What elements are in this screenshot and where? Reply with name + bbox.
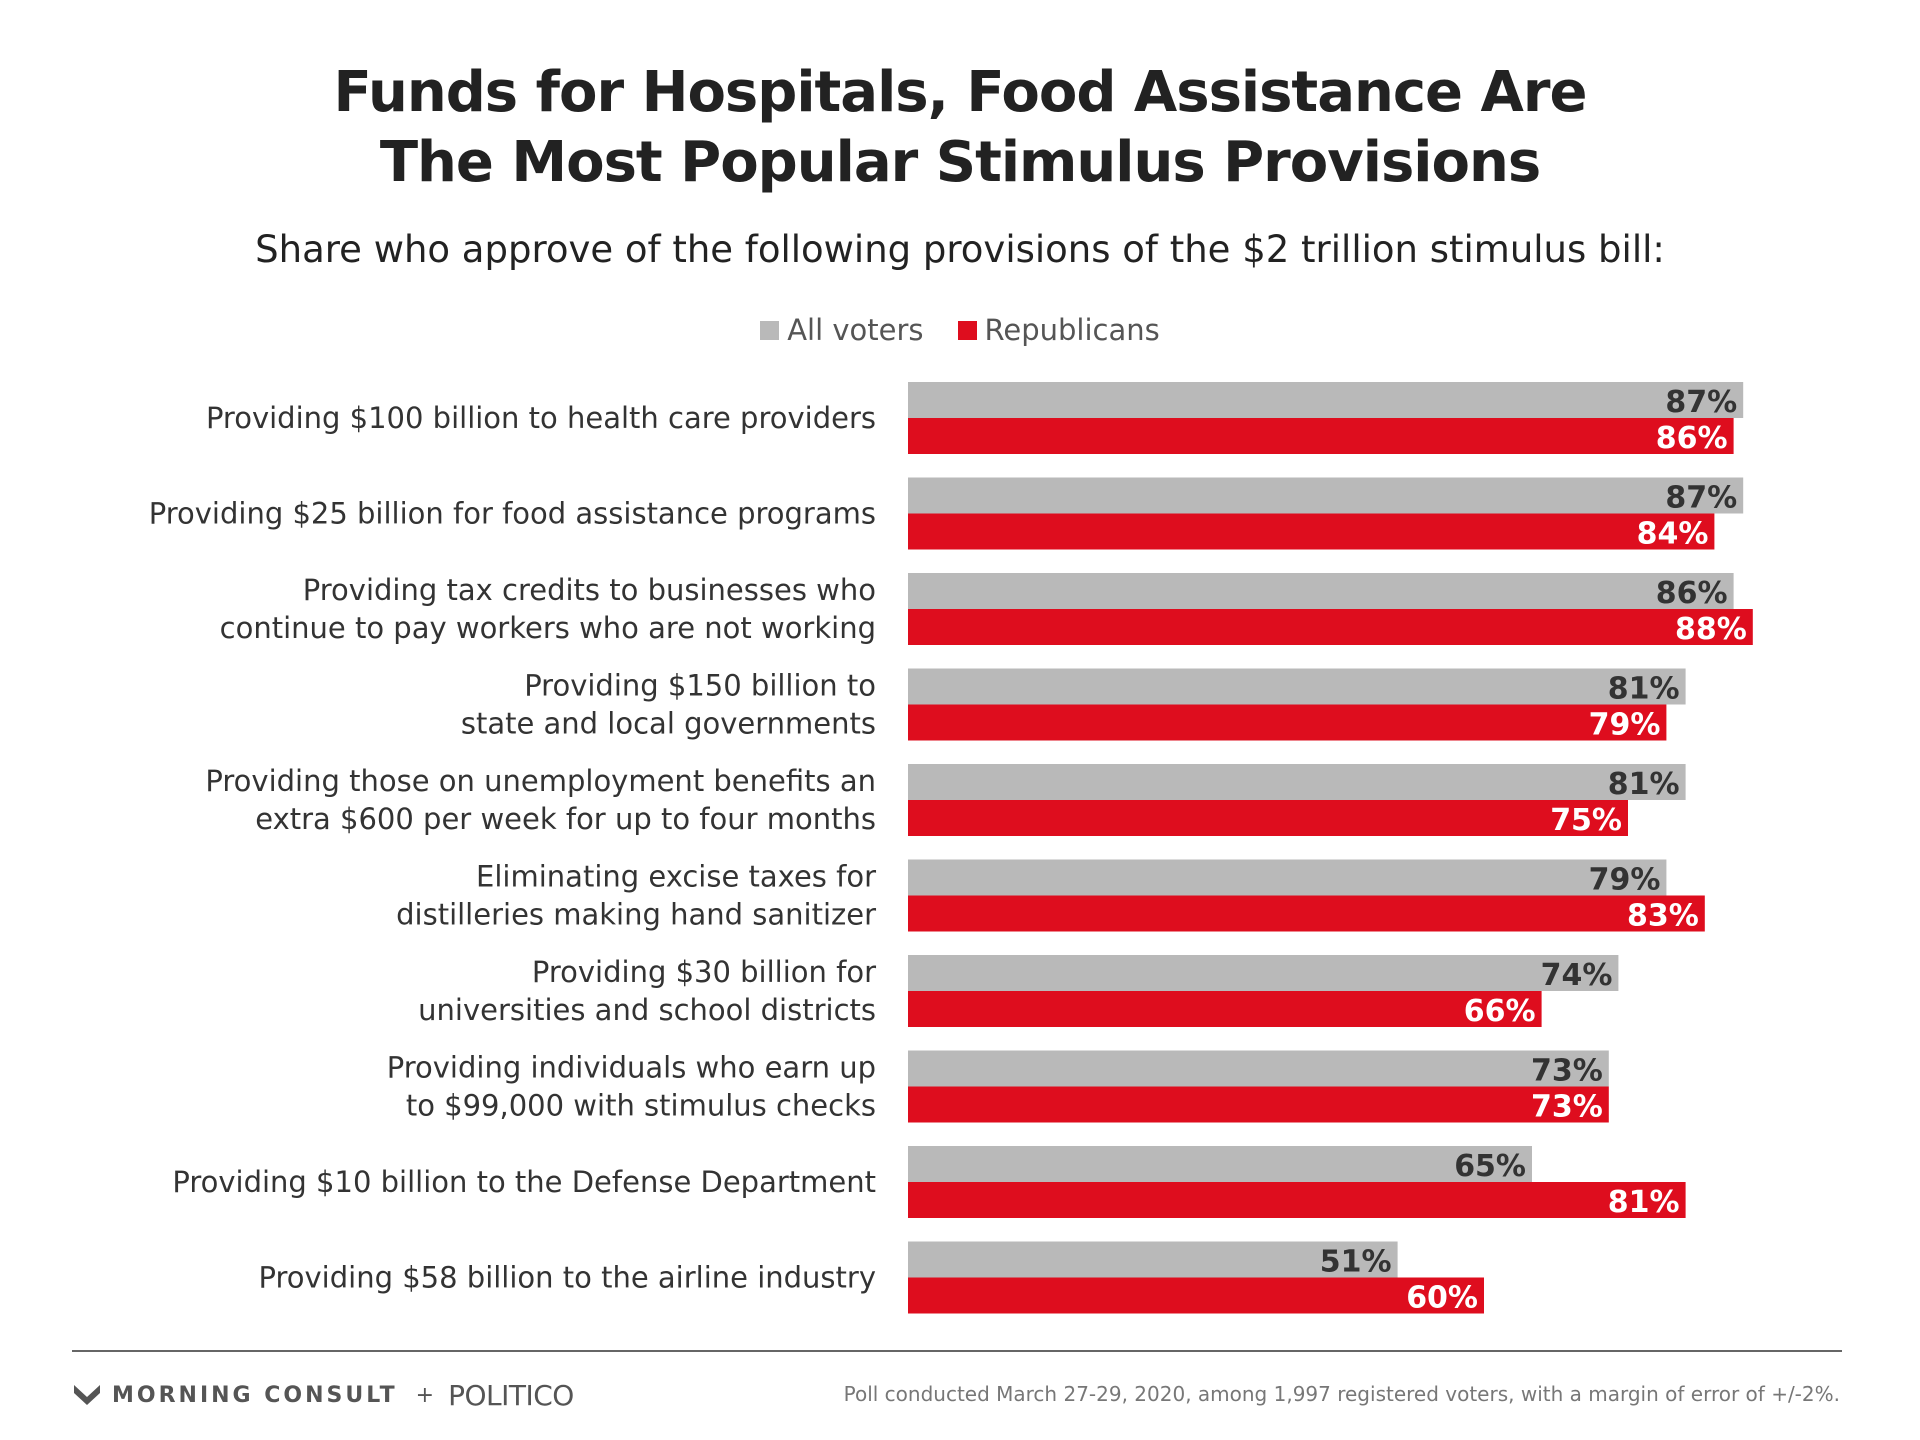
bar-republicans	[908, 1277, 1484, 1314]
category-label: Eliminating excise taxes for distilleries…	[396, 860, 876, 932]
bar-all-voters	[908, 477, 1744, 514]
category-label-line: Providing $58 billion to the airline ind…	[259, 1261, 876, 1295]
legend-swatch-all-voters	[760, 320, 780, 340]
chart-legend: All voters Republicans	[0, 312, 1920, 348]
bar-republicans	[908, 800, 1628, 836]
value-label-all-voters: 74%	[1541, 958, 1613, 993]
value-label-republicans: 86%	[1656, 421, 1728, 456]
category-label-line: Providing those on unemployment benefits…	[205, 764, 876, 798]
category-label: Providing those on unemployment benefits…	[205, 764, 876, 836]
value-label-republicans: 79%	[1589, 708, 1661, 743]
value-label-all-voters: 65%	[1454, 1149, 1526, 1184]
bar-republicans	[908, 895, 1705, 932]
chart-subtitle: Share who approve of the following provi…	[255, 228, 1665, 271]
chart-title-line-1: Funds for Hospitals, Food Assistance Are	[333, 60, 1588, 125]
value-label-all-voters: 81%	[1608, 672, 1680, 707]
value-label-all-voters: 87%	[1665, 385, 1737, 420]
bar-all-voters	[908, 859, 1667, 896]
value-label-republicans: 84%	[1637, 517, 1709, 552]
bar-all-voters	[908, 1241, 1398, 1278]
legend-label-all-voters: All voters	[787, 313, 924, 347]
category-label: Providing $58 billion to the airline ind…	[259, 1261, 876, 1295]
category-label-line: Providing $150 billion to	[524, 669, 876, 703]
bar-republicans	[908, 1086, 1609, 1123]
category-label-line: continue to pay workers who are not work…	[220, 611, 876, 645]
value-label-republicans: 81%	[1608, 1185, 1680, 1220]
bar-republicans	[908, 704, 1667, 741]
bar-republicans	[908, 609, 1753, 645]
value-label-all-voters: 73%	[1531, 1054, 1603, 1089]
legend-item-all-voters: All voters	[760, 313, 924, 347]
value-label-all-voters: 86%	[1656, 576, 1728, 611]
value-label-republicans: 60%	[1406, 1281, 1478, 1316]
category-label-line: Providing $25 billion for food assistanc…	[149, 497, 876, 531]
category-label: Providing individuals who earn up to $99,…	[387, 1051, 876, 1123]
brand-plus: +	[415, 1382, 435, 1408]
value-label-all-voters: 87%	[1665, 481, 1737, 516]
bar-all-voters	[908, 955, 1619, 991]
bar-all-voters	[908, 382, 1744, 418]
value-label-all-voters: 81%	[1608, 767, 1680, 802]
footnote: Poll conducted March 27-29, 2020, among …	[843, 1382, 1840, 1406]
value-label-republicans: 83%	[1627, 899, 1699, 934]
bar-all-voters	[908, 764, 1686, 800]
chart-title-line-2: The Most Popular Stimulus Provisions	[379, 130, 1541, 195]
category-label: Providing $150 billion to state and local…	[461, 669, 876, 741]
category-label-line: Providing $10 billion to the Defense Dep…	[172, 1165, 876, 1199]
category-label-line: to $99,000 with stimulus checks	[406, 1089, 876, 1123]
bar-republicans	[908, 513, 1715, 550]
legend-label-republicans: Republicans	[984, 313, 1160, 347]
category-label: Providing tax credits to businesses who c…	[220, 573, 876, 645]
bar-all-voters	[908, 1146, 1532, 1182]
category-label-line: Eliminating excise taxes for	[476, 860, 876, 894]
bar-all-voters	[908, 668, 1686, 705]
value-label-all-voters: 51%	[1320, 1245, 1392, 1280]
value-label-republicans: 73%	[1531, 1090, 1603, 1125]
category-label-line: distilleries making hand sanitizer	[396, 898, 876, 932]
category-label: Providing $25 billion for food assistanc…	[149, 497, 876, 531]
category-label-line: extra $600 per week for up to four month…	[255, 802, 876, 836]
category-label: Providing $30 billion for universities an…	[418, 955, 876, 1027]
value-label-all-voters: 79%	[1589, 863, 1661, 898]
category-label: Providing $10 billion to the Defense Dep…	[172, 1165, 876, 1199]
brand-logos: MORNING CONSULT + POLITICO	[72, 1378, 574, 1412]
bar-all-voters	[908, 1050, 1609, 1087]
bar-chart: Providing $100 billion to health care pr…	[149, 382, 1753, 1316]
bar-republicans	[908, 418, 1734, 454]
value-label-republicans: 66%	[1464, 994, 1536, 1029]
legend-item-republicans: Republicans	[957, 313, 1160, 347]
chart-title: Funds for Hospitals, Food Assistance Are…	[0, 58, 1920, 198]
category-label-line: Providing $30 billion for	[532, 955, 876, 989]
footer-divider	[72, 1350, 1842, 1352]
value-label-republicans: 88%	[1675, 612, 1747, 647]
category-label: Providing $100 billion to health care pr…	[206, 401, 876, 435]
morning-consult-logo-icon	[74, 1385, 100, 1405]
category-label-line: state and local governments	[461, 707, 876, 741]
category-label-line: Providing $100 billion to health care pr…	[206, 401, 876, 435]
bar-all-voters	[908, 573, 1734, 609]
legend-swatch-republicans	[957, 320, 977, 340]
bar-republicans	[908, 1182, 1686, 1218]
value-label-republicans: 75%	[1550, 803, 1622, 838]
category-label-line: Providing individuals who earn up	[387, 1051, 876, 1085]
brand-morning-consult: MORNING CONSULT	[112, 1382, 398, 1408]
brand-politico: POLITICO	[448, 1378, 574, 1412]
category-label-line: Providing tax credits to businesses who	[303, 573, 876, 607]
category-label-line: universities and school districts	[418, 993, 876, 1027]
bar-republicans	[908, 991, 1542, 1027]
